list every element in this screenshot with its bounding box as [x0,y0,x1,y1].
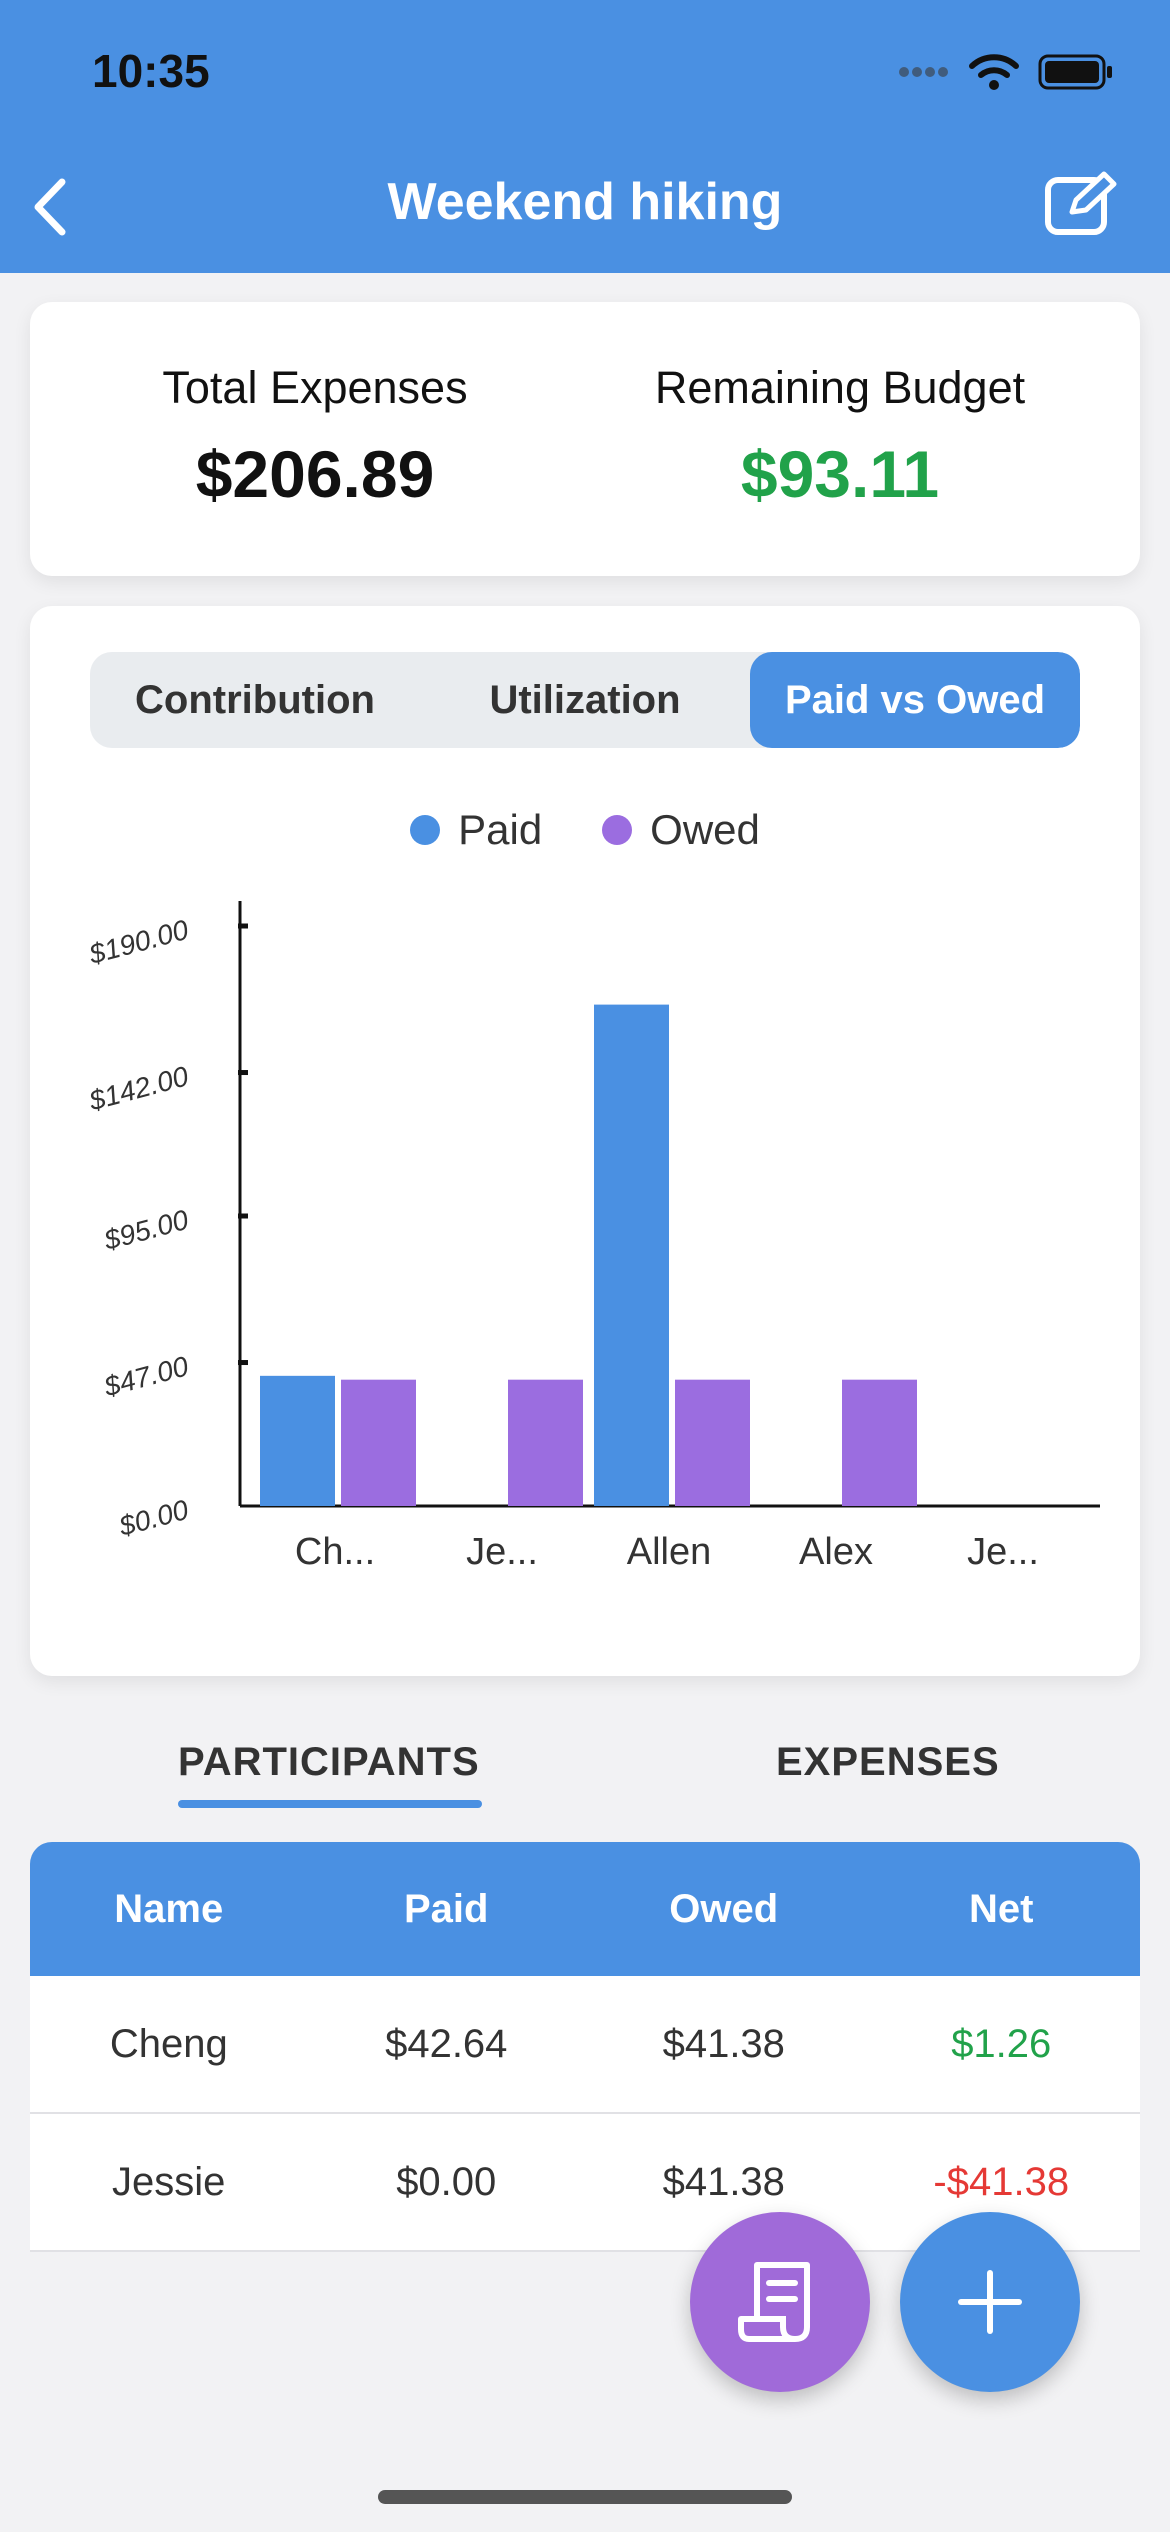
cell-net: -$41.38 [933,2159,1070,2204]
tab-expenses[interactable]: EXPENSES [776,1740,1000,1784]
table-row[interactable]: Cheng $42.64 $41.38 $1.26 [30,1976,1140,2114]
legend-item-owed: Owed [602,806,760,854]
cell-paid: $0.00 [396,2159,497,2204]
x-tick-label: Alex [799,1531,873,1573]
y-tick-label: $142.00 [85,1060,192,1117]
battery-icon [1038,54,1112,90]
segment-contribution[interactable]: Contribution [135,677,375,722]
cell-owed: $41.38 [662,2021,785,2066]
bar-owed [842,1379,917,1506]
x-tick-label: Ch... [295,1531,375,1573]
signal-icon [899,67,948,77]
participants-table: Name Paid Owed Net Cheng $42.64 $41.38 $… [30,1842,1140,2252]
wifi-icon [969,54,1019,90]
column-header-net: Net [969,1886,1034,1931]
tab-participants[interactable]: PARTICIPANTS [178,1740,480,1784]
bar-owed [508,1379,583,1506]
segment-utilization[interactable]: Utilization [489,677,681,722]
legend-label-owed: Owed [650,806,760,853]
edit-icon [1045,171,1117,235]
back-button[interactable] [22,172,82,242]
x-tick-label: Je... [466,1531,538,1573]
cell-name: Cheng [109,2021,228,2066]
total-expenses-label: Total Expenses [162,362,468,413]
legend-dot-paid [410,815,441,845]
add-receipt-button[interactable] [690,2212,870,2392]
x-tick-label: Allen [627,1531,712,1573]
bar-owed [341,1379,416,1506]
chart-card: Contribution Utilization Paid vs Owed Pa… [30,606,1140,1676]
section-tabs: PARTICIPANTS EXPENSES [0,1720,1170,1810]
app-header: 10:35 Weekend hiking [0,0,1170,273]
home-indicator [378,2490,792,2504]
y-tick-label: $190.00 [85,914,192,971]
tab-underline [178,1800,482,1808]
remaining-budget-value: $93.11 [740,437,940,511]
y-tick-label: $0.00 [115,1494,192,1542]
legend-dot-owed [602,815,633,845]
bar-paid [260,1375,335,1506]
total-expenses-value: $206.89 [195,437,435,511]
cell-paid: $42.64 [385,2021,508,2066]
total-expenses: Total Expenses $206.89 [55,362,575,512]
column-header-name: Name [114,1886,224,1931]
segment-paid-vs-owed[interactable]: Paid vs Owed [750,652,1080,748]
y-tick-label: $95.00 [100,1204,192,1256]
column-header-owed: Owed [669,1886,779,1931]
paid-vs-owed-chart: $0.00 $47.00 $95.00 $142.00 $190.00 Ch... Je..… [85,901,1100,1573]
column-header-paid: Paid [404,1886,489,1931]
status-time: 10:35 [92,45,210,97]
bar-paid [594,1004,669,1506]
cell-owed: $41.38 [662,2159,785,2204]
y-tick-label: $47.00 [100,1350,192,1402]
page-title: Weekend hiking [387,173,783,231]
summary-card: Total Expenses $206.89 Remaining Budget … [30,302,1140,576]
remaining-budget: Remaining Budget $93.11 [580,362,1100,512]
plus-icon [958,2270,1022,2334]
chevron-left-icon [34,178,66,236]
cell-net: $1.26 [951,2021,1052,2066]
chart-view-selector: Contribution Utilization Paid vs Owed [90,652,1080,748]
status-icons [898,52,1114,92]
receipt-icon [738,2262,810,2342]
edit-button[interactable] [1042,170,1122,240]
chart-legend: Paid Owed [30,806,1140,854]
cell-name: Jessie [112,2159,226,2204]
add-expense-button[interactable] [900,2212,1080,2392]
bar-owed [675,1379,750,1506]
x-tick-label: Je... [967,1531,1039,1573]
legend-label-paid: Paid [458,806,543,853]
legend-item-paid: Paid [410,806,542,854]
table-header: Name Paid Owed Net [30,1842,1140,1976]
remaining-budget-label: Remaining Budget [654,362,1026,413]
